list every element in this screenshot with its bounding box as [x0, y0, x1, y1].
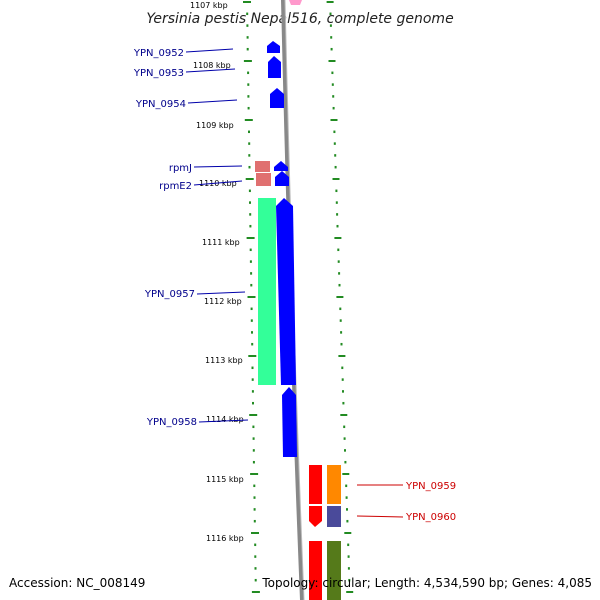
leader-YPN_0953: [185, 68, 236, 73]
leader-YPN_0954: [187, 99, 238, 104]
leader-YPN_0960: [356, 515, 404, 518]
gene-YPN_0953[interactable]: [268, 56, 281, 78]
gene-label[interactable]: YPN_0952: [133, 48, 184, 59]
gene-label[interactable]: rpmJ: [169, 163, 192, 174]
scale-label: 1115 kbp: [206, 475, 244, 484]
gene-label[interactable]: rpmE2: [159, 181, 192, 192]
leader-YPN_0958: [198, 419, 249, 423]
pink-feature: [289, 0, 302, 5]
gene-label[interactable]: YPN_0960: [405, 512, 456, 523]
gene-label[interactable]: YPN_0957: [144, 289, 195, 300]
scale-label: 1107 kbp: [190, 1, 228, 10]
gene-rpmJ-cds[interactable]: [274, 161, 288, 171]
gene-YPN_0954[interactable]: [270, 88, 284, 108]
scale-label: 1113 kbp: [205, 356, 243, 365]
gene-YPN_0959[interactable]: [309, 465, 322, 504]
scale-label: 1116 kbp: [206, 534, 244, 543]
leader-YPN_0957: [196, 291, 246, 295]
gene-next-red[interactable]: [309, 541, 322, 600]
accession-text: Accession: NC_008149: [9, 576, 145, 590]
gene-rpmJ[interactable]: [255, 161, 270, 172]
gene-YPN_0952[interactable]: [267, 41, 280, 53]
gene-YPN_0957[interactable]: [276, 198, 296, 385]
gene-rpmE2-rna[interactable]: [256, 173, 271, 186]
scale-label: 1111 kbp: [202, 238, 240, 247]
gene-YPN_0960-slate[interactable]: [327, 506, 341, 527]
gene-label[interactable]: YPN_0953: [133, 68, 184, 79]
gene-features-right: [309, 465, 341, 600]
scale-label: 1114 kbp: [206, 415, 244, 424]
gene-label[interactable]: YPN_0954: [135, 99, 186, 110]
gene-rpmE2[interactable]: [275, 171, 289, 186]
gene-labels: YPN_0952 YPN_0953 YPN_0954 rpmJ rpmE2 YP…: [133, 48, 456, 523]
gene-YPN_0960[interactable]: [309, 506, 322, 527]
scale-labels: 1107 kbp 1108 kbp 1109 kbp 1110 kbp 1111…: [190, 1, 244, 543]
gene-YPN_0959-orange[interactable]: [327, 465, 341, 504]
gene-features: [255, 41, 297, 457]
scale-label: 1112 kbp: [204, 297, 242, 306]
gene-YPN_0957-track[interactable]: [258, 198, 276, 385]
leader-YPN_0952: [185, 48, 234, 53]
map-title: Yersinia pestis Nepal516, complete genom…: [146, 11, 453, 27]
gene-label[interactable]: YPN_0959: [405, 481, 456, 492]
leader-rpmE2: [193, 180, 243, 186]
left-tick-ruler: [243, 1, 260, 593]
leader-lines: [185, 48, 404, 518]
scale-label: 1108 kbp: [193, 61, 231, 70]
scale-label: 1109 kbp: [196, 121, 234, 130]
gene-label[interactable]: YPN_0958: [146, 417, 197, 428]
gene-YPN_0958[interactable]: [282, 387, 297, 457]
leader-rpmJ: [193, 165, 243, 168]
gene-next-olive[interactable]: [327, 541, 341, 600]
topology-text: Topology: circular; Length: 4,534,590 bp…: [261, 576, 592, 590]
right-tick-ruler: [326, 1, 354, 593]
